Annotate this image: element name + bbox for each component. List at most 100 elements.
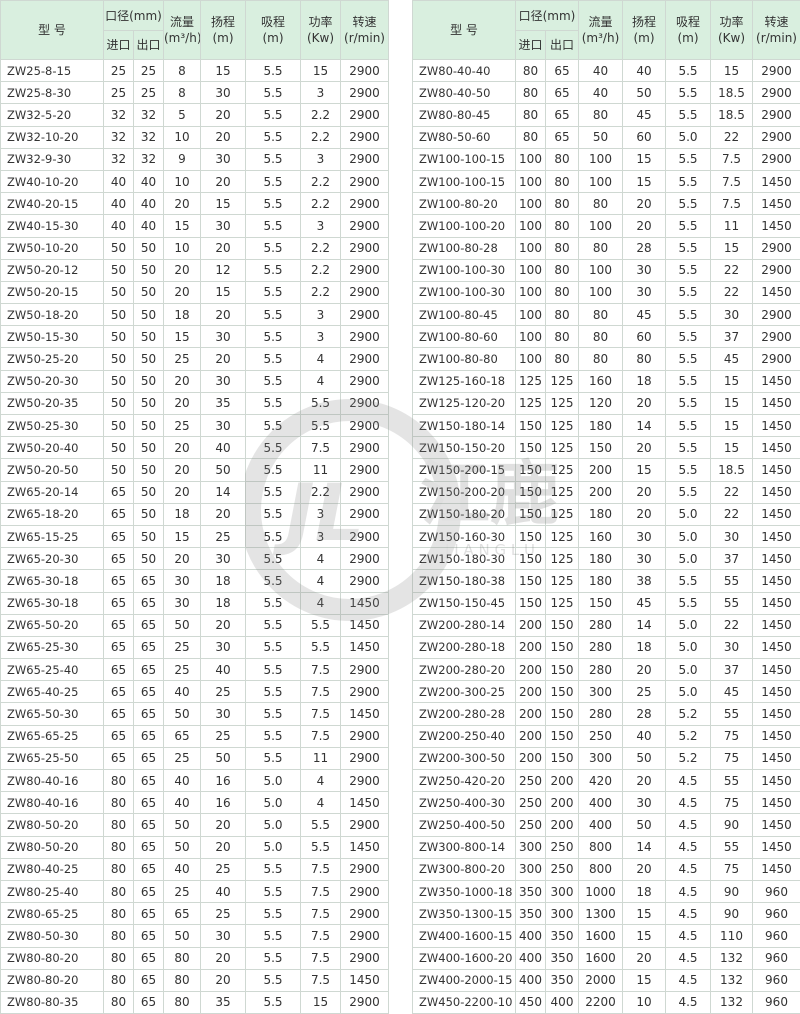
value-cell: 120 <box>579 392 623 414</box>
value-cell: 55 <box>711 570 753 592</box>
value-cell: 80 <box>164 991 201 1013</box>
value-cell: 80 <box>623 348 666 370</box>
value-cell: 50 <box>104 392 134 414</box>
value-cell: 80 <box>164 947 201 969</box>
value-cell: 150 <box>546 725 579 747</box>
value-cell: 5.5 <box>246 991 301 1013</box>
value-cell: 1450 <box>753 170 800 192</box>
value-cell: 125 <box>546 415 579 437</box>
value-cell: 40 <box>164 792 201 814</box>
value-cell: 5.5 <box>246 592 301 614</box>
model-cell: ZW80-50-30 <box>1 925 104 947</box>
value-cell: 5.5 <box>246 437 301 459</box>
model-cell: ZW32-5-20 <box>1 104 104 126</box>
value-cell: 80 <box>104 969 134 991</box>
value-cell: 1450 <box>753 437 800 459</box>
value-cell: 30 <box>201 548 246 570</box>
model-cell: ZW65-50-20 <box>1 614 104 636</box>
value-cell: 65 <box>104 636 134 658</box>
value-cell: 8 <box>164 60 201 82</box>
value-cell: 150 <box>516 592 546 614</box>
value-cell: 40 <box>104 193 134 215</box>
value-cell: 80 <box>579 348 623 370</box>
value-cell: 15 <box>201 281 246 303</box>
value-cell: 2.2 <box>301 126 341 148</box>
value-cell: 5.5 <box>666 60 711 82</box>
model-cell: ZW50-25-30 <box>1 415 104 437</box>
header-unit: (Kw) <box>711 30 752 46</box>
value-cell: 1450 <box>753 636 800 658</box>
value-cell: 5 <box>164 104 201 126</box>
value-cell: 350 <box>546 925 579 947</box>
value-cell: 65 <box>134 814 164 836</box>
value-cell: 10 <box>164 237 201 259</box>
model-cell: ZW80-80-20 <box>1 969 104 991</box>
value-cell: 150 <box>516 548 546 570</box>
value-cell: 7.5 <box>301 947 341 969</box>
model-cell: ZW25-8-15 <box>1 60 104 82</box>
header-unit: (m) <box>623 30 665 46</box>
value-cell: 65 <box>134 880 164 902</box>
value-cell: 40 <box>164 681 201 703</box>
value-cell: 5.5 <box>246 614 301 636</box>
value-cell: 400 <box>516 969 546 991</box>
value-cell: 50 <box>104 348 134 370</box>
model-cell: ZW350-1000-18 <box>413 880 516 902</box>
value-cell: 100 <box>516 170 546 192</box>
value-cell: 30 <box>201 82 246 104</box>
header-row: 型 号口径(mm)流量(m³/h)扬程(m)吸程(m)功率(Kw)转速(r/mi… <box>413 1 800 31</box>
model-cell: ZW300-800-20 <box>413 858 516 880</box>
value-cell: 3 <box>301 82 341 104</box>
value-cell: 50 <box>104 370 134 392</box>
value-cell: 2900 <box>341 503 389 525</box>
value-cell: 55 <box>711 703 753 725</box>
value-cell: 60 <box>623 126 666 148</box>
value-cell: 80 <box>516 82 546 104</box>
spec-table: 型 号口径(mm)流量(m³/h)扬程(m)吸程(m)功率(Kw)转速(r/mi… <box>412 0 800 1014</box>
value-cell: 90 <box>711 903 753 925</box>
value-cell: 1450 <box>341 614 389 636</box>
value-cell: 400 <box>516 925 546 947</box>
value-cell: 4.5 <box>666 858 711 880</box>
value-cell: 300 <box>516 858 546 880</box>
value-cell: 1450 <box>753 525 800 547</box>
model-cell: ZW300-800-14 <box>413 836 516 858</box>
model-cell: ZW65-50-30 <box>1 703 104 725</box>
value-cell: 25 <box>164 659 201 681</box>
value-cell: 5.0 <box>666 548 711 570</box>
value-cell: 25 <box>134 60 164 82</box>
value-cell: 200 <box>516 659 546 681</box>
value-cell: 1450 <box>341 792 389 814</box>
value-cell: 5.2 <box>666 703 711 725</box>
value-cell: 20 <box>164 548 201 570</box>
value-cell: 75 <box>711 747 753 769</box>
value-cell: 2900 <box>341 348 389 370</box>
value-cell: 5.5 <box>246 747 301 769</box>
value-cell: 5.5 <box>246 259 301 281</box>
value-cell: 150 <box>546 636 579 658</box>
value-cell: 80 <box>104 925 134 947</box>
value-cell: 50 <box>134 304 164 326</box>
model-cell: ZW400-2000-15 <box>413 969 516 991</box>
value-cell: 1450 <box>753 481 800 503</box>
value-cell: 50 <box>104 304 134 326</box>
model-cell: ZW200-300-50 <box>413 747 516 769</box>
value-cell: 14 <box>201 481 246 503</box>
value-cell: 200 <box>516 725 546 747</box>
value-cell: 50 <box>104 326 134 348</box>
value-cell: 65 <box>134 614 164 636</box>
value-cell: 50 <box>164 836 201 858</box>
value-cell: 5.5 <box>246 348 301 370</box>
value-cell: 80 <box>546 170 579 192</box>
value-cell: 20 <box>164 392 201 414</box>
value-cell: 2900 <box>753 148 800 170</box>
value-cell: 5.5 <box>246 969 301 991</box>
model-cell: ZW50-10-20 <box>1 237 104 259</box>
value-cell: 11 <box>711 215 753 237</box>
